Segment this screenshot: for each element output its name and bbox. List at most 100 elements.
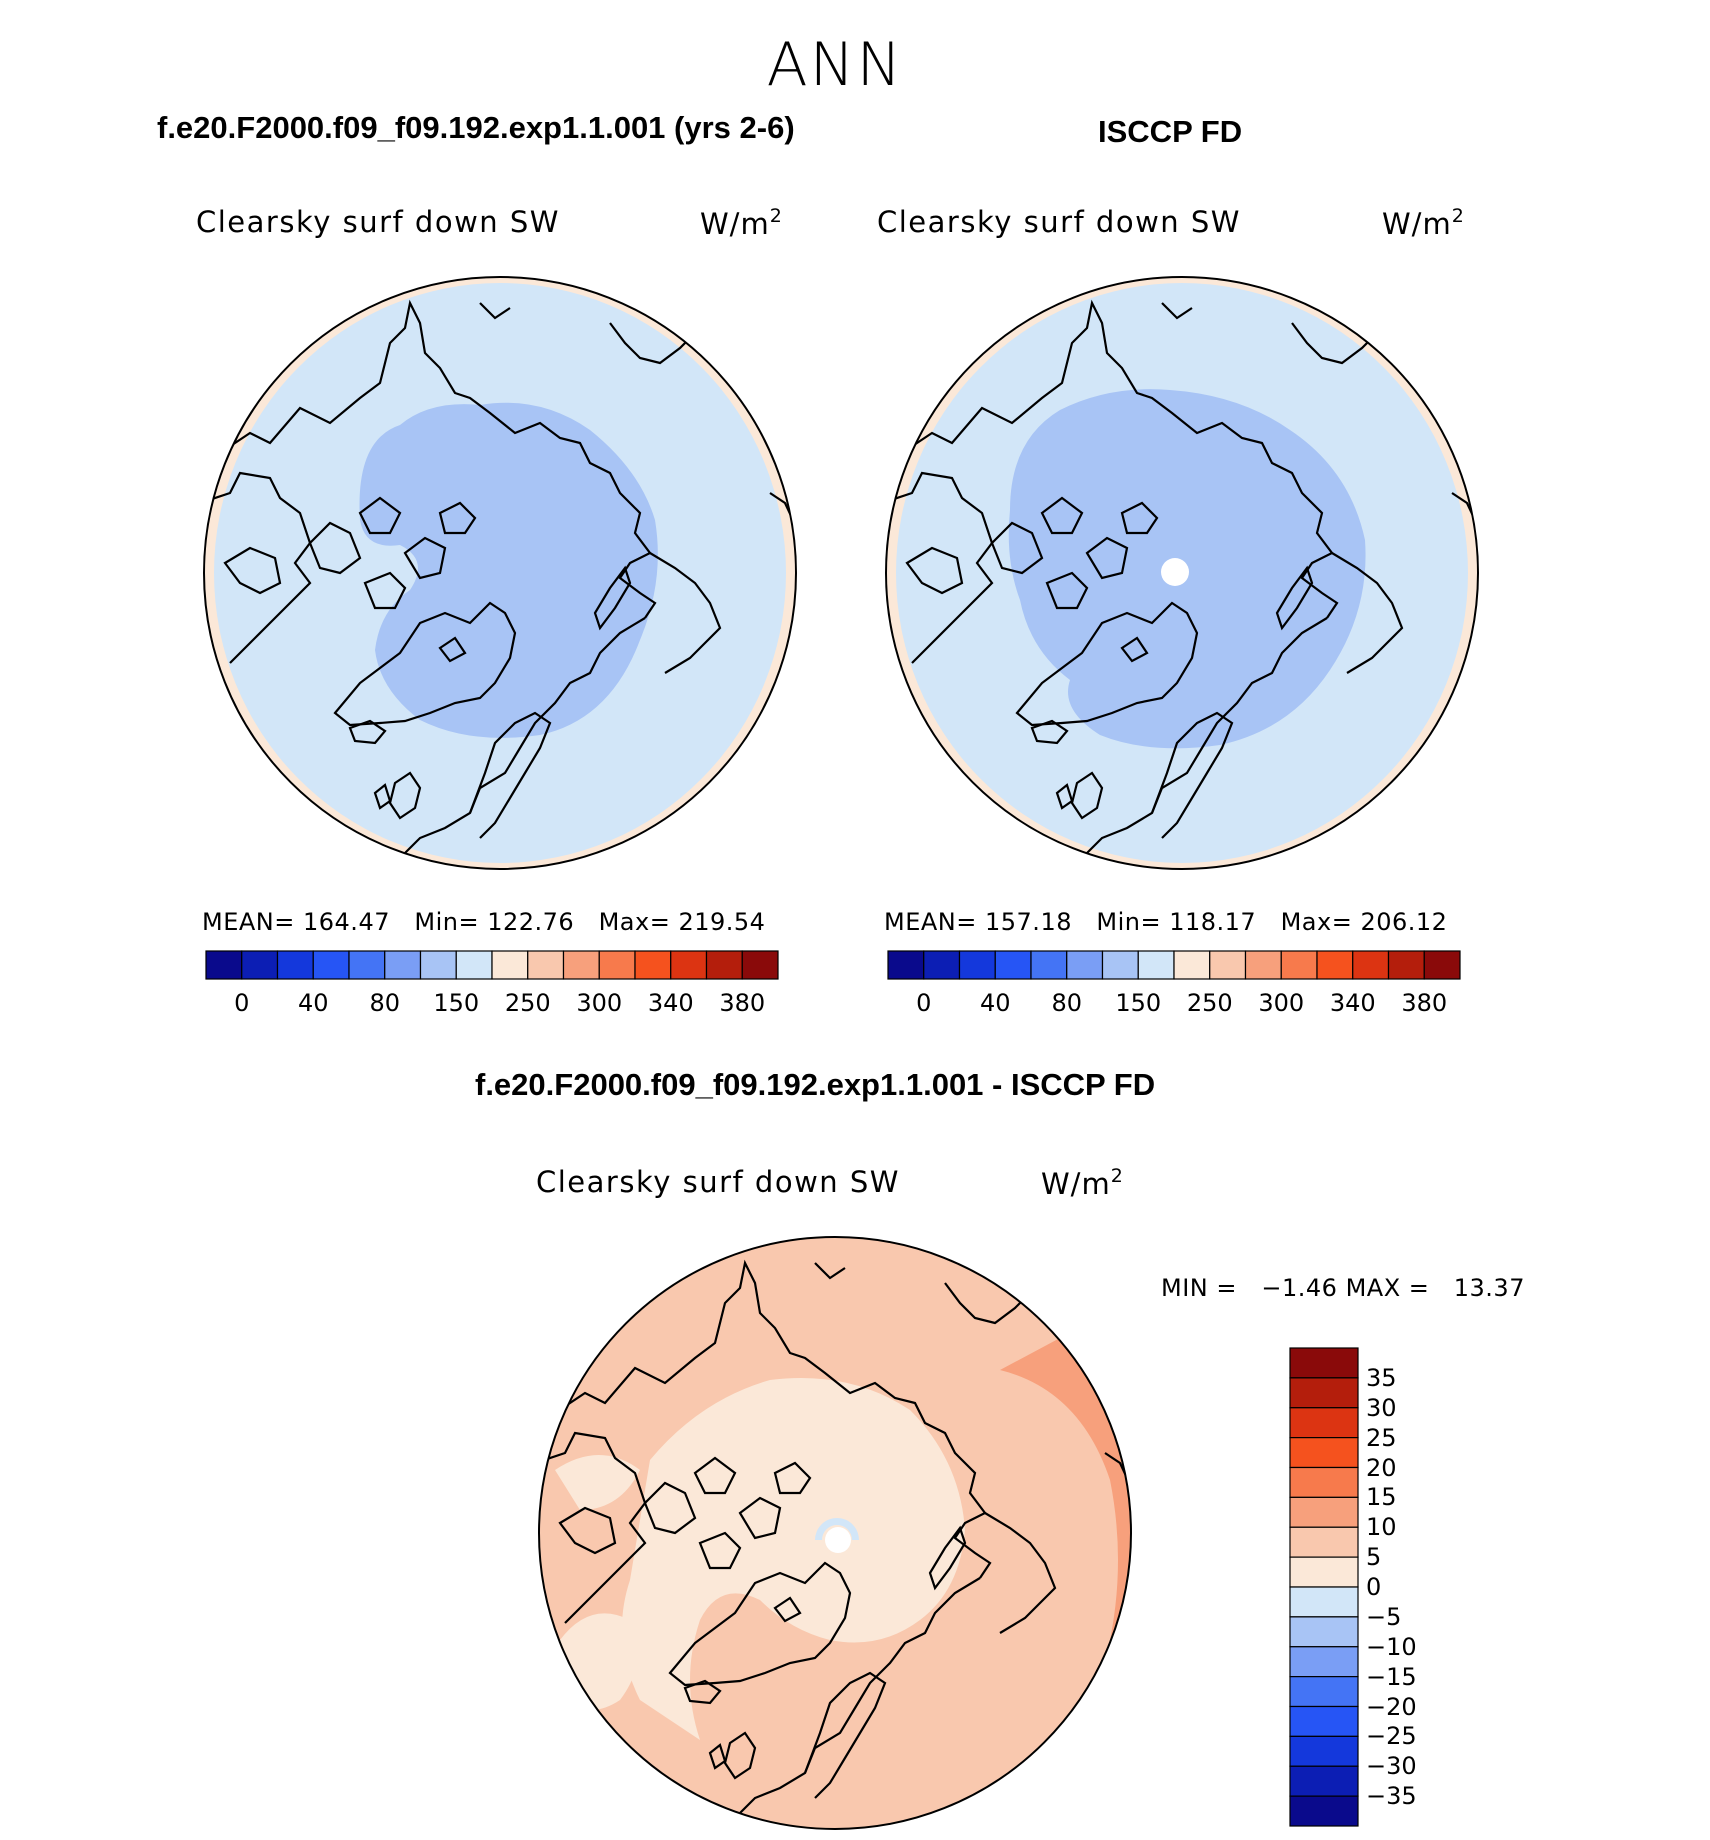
obs-colorbar-tick-label: 300	[1258, 989, 1305, 1017]
model-colorbar-swatch	[491, 950, 529, 980]
diff-colorbar-swatch	[1289, 1496, 1359, 1528]
obs-case-title: ISCCP FD	[1098, 114, 1243, 149]
obs-map	[885, 276, 1479, 870]
diff-colorbar-tick-label: −30	[1366, 1752, 1417, 1781]
obs-colorbar-swatch	[1280, 950, 1318, 980]
diff-colorbar-tick-label: 5	[1366, 1543, 1382, 1572]
obs-colorbar-swatch	[1209, 950, 1247, 980]
model-colorbar	[205, 950, 779, 980]
diff-colorbar-swatch	[1289, 1466, 1359, 1498]
diff-colorbar-tick-label: 15	[1366, 1483, 1397, 1512]
diff-colorbar-tick-label: −15	[1366, 1662, 1417, 1691]
diff-colorbar-swatch	[1289, 1676, 1359, 1708]
model-colorbar-tick-label: 380	[719, 989, 766, 1017]
diff-colorbar-swatch	[1289, 1556, 1359, 1588]
model-colorbar-tick-label: 80	[369, 989, 401, 1017]
obs-colorbar-tick-label: 380	[1401, 989, 1448, 1017]
obs-colorbar-tick-label: 40	[979, 989, 1011, 1017]
diff-colorbar-tick-label: −5	[1366, 1602, 1402, 1631]
diff-colorbar-tick-label: −35	[1366, 1782, 1417, 1811]
obs-colorbar-swatch	[1316, 950, 1354, 980]
diff-colorbar-swatch	[1289, 1616, 1359, 1648]
obs-colorbar-swatch	[1137, 950, 1175, 980]
obs-stats: MEAN= 157.18 Min= 118.17 Max= 206.12	[884, 908, 1448, 936]
model-colorbar-tick-label: 0	[234, 989, 250, 1017]
diff-colorbar-tick-label: 35	[1366, 1363, 1397, 1392]
diff-low-arctic	[622, 1378, 965, 1740]
obs-colorbar-swatch	[887, 950, 925, 980]
obs-polar-gap	[1161, 558, 1189, 586]
model-colorbar-swatch	[205, 950, 243, 980]
model-colorbar-swatch	[455, 950, 493, 980]
model-colorbar-swatch	[419, 950, 457, 980]
diff-low-patch-2	[555, 1455, 640, 1510]
figure-title: ANN	[766, 30, 904, 100]
model-colorbar-swatch	[670, 950, 708, 980]
diff-colorbar-swatch	[1289, 1347, 1359, 1379]
diff-colorbar-tick-label: 25	[1366, 1423, 1397, 1452]
diff-colorbar-tick-label: −10	[1366, 1632, 1417, 1661]
obs-colorbar	[887, 950, 1461, 980]
model-variable-label: Clearsky surf down SW	[196, 205, 560, 239]
obs-units-label: W/m2	[1382, 205, 1465, 241]
diff-colorbar-swatch	[1289, 1646, 1359, 1678]
diff-map-border	[538, 1236, 1132, 1830]
diff-variable-label: Clearsky surf down SW	[536, 1165, 900, 1199]
model-colorbar-tick-label: 150	[433, 989, 480, 1017]
obs-colorbar-tick-label: 0	[916, 989, 932, 1017]
model-colorbar-swatch	[741, 950, 779, 980]
model-colorbar-swatch	[634, 950, 672, 980]
diff-colorbar-tick-label: 30	[1366, 1393, 1397, 1422]
model-stats: MEAN= 164.47 Min= 122.76 Max= 219.54	[202, 908, 766, 936]
diff-colorbar-tick-label: 0	[1366, 1573, 1382, 1601]
model-colorbar-tick-label: 40	[297, 989, 329, 1017]
obs-colorbar-swatch	[1387, 950, 1425, 980]
model-case-title: f.e20.F2000.f09_f09.192.exp1.1.001 (yrs …	[157, 110, 795, 145]
obs-colorbar-tick-label: 150	[1115, 989, 1162, 1017]
model-colorbar-swatch	[598, 950, 636, 980]
diff-polar-gap	[825, 1527, 851, 1553]
diff-colorbar-tick-label: 10	[1366, 1513, 1397, 1542]
obs-colorbar-swatch	[1030, 950, 1068, 980]
model-colorbar-swatch	[384, 950, 422, 980]
model-colorbar-tick-label: 300	[576, 989, 623, 1017]
model-map	[203, 276, 797, 870]
obs-colorbar-swatch	[1101, 950, 1139, 980]
diff-colorbar-tick-label: −20	[1366, 1692, 1417, 1721]
diff-colorbar-tick-label: −25	[1366, 1722, 1417, 1751]
diff-colorbar-swatch	[1289, 1735, 1359, 1767]
diff-colorbar-tick-label: 20	[1366, 1453, 1397, 1482]
diff-negative-arc	[815, 1518, 859, 1540]
model-colorbar-swatch	[348, 950, 386, 980]
diff-colorbar-swatch	[1289, 1526, 1359, 1558]
diff-colorbar-swatch	[1289, 1795, 1359, 1827]
model-colorbar-swatch	[705, 950, 743, 980]
diff-colorbar-swatch	[1289, 1377, 1359, 1409]
obs-colorbar-swatch	[994, 950, 1032, 980]
obs-colorbar-swatch	[1423, 950, 1461, 980]
diff-map	[538, 1236, 1132, 1830]
diff-colorbar	[1289, 1347, 1359, 1827]
model-colorbar-tick-label: 340	[647, 989, 694, 1017]
obs-map-border	[885, 276, 1479, 870]
model-units-label: W/m2	[700, 205, 783, 241]
obs-colorbar-tick-label: 340	[1329, 989, 1376, 1017]
model-map-border	[203, 276, 797, 870]
obs-colorbar-swatch	[1352, 950, 1390, 980]
obs-colorbar-tick-label: 250	[1186, 989, 1233, 1017]
obs-colorbar-swatch	[923, 950, 961, 980]
obs-variable-label: Clearsky surf down SW	[877, 205, 1241, 239]
diff-units-label: W/m2	[1041, 1165, 1124, 1201]
diff-stats: MIN = −1.46 MAX = 13.37	[1161, 1274, 1525, 1302]
model-colorbar-tick-label: 250	[504, 989, 551, 1017]
diff-colorbar-swatch	[1289, 1765, 1359, 1797]
obs-colorbar-tick-label: 80	[1051, 989, 1083, 1017]
model-arctic-core	[359, 402, 658, 738]
diff-colorbar-swatch	[1289, 1437, 1359, 1469]
diff-colorbar-swatch	[1289, 1407, 1359, 1439]
diff-case-title: f.e20.F2000.f09_f09.192.exp1.1.001 - ISC…	[475, 1067, 1156, 1102]
obs-colorbar-swatch	[1173, 950, 1211, 980]
model-colorbar-swatch	[241, 950, 279, 980]
model-colorbar-swatch	[527, 950, 565, 980]
